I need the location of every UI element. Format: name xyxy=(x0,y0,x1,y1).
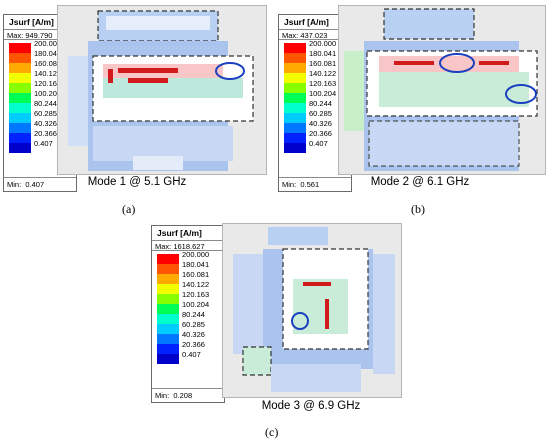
scale-swatch xyxy=(9,73,31,83)
scale-label: 20.366 xyxy=(309,129,332,138)
scale-label: 40.326 xyxy=(34,119,57,128)
scale-swatch xyxy=(157,344,179,354)
scale-swatch xyxy=(284,43,306,53)
scale-swatch xyxy=(157,254,179,264)
scale-label: 20.366 xyxy=(34,129,57,138)
scale-label: 200.000 xyxy=(309,39,337,48)
scale-label: 140.122 xyxy=(34,69,62,78)
scale-label: 60.285 xyxy=(34,109,57,118)
antenna-plot-mode3 xyxy=(233,227,395,392)
scale-swatch xyxy=(157,334,179,344)
antenna-plot-mode2 xyxy=(344,8,538,171)
legend-min: Min: 0.208 xyxy=(152,388,224,402)
legend-mode3: Jsurf [A/m] Max: 1618.627 200.000 180.041… xyxy=(151,225,225,403)
scale-swatch xyxy=(9,103,31,113)
scale-label: 200.000 xyxy=(182,250,210,259)
scale-label: 80.244 xyxy=(34,99,57,108)
legend-min: Min: 0.407 xyxy=(4,177,76,191)
scale-label: 100.204 xyxy=(34,89,62,98)
legend-title: Jsurf [A/m] xyxy=(9,17,54,27)
caption-mode3: Mode 3 @ 6.9 GHz xyxy=(261,400,361,412)
scale-label: 140.122 xyxy=(309,69,337,78)
scale-swatch xyxy=(284,103,306,113)
scale-label: 180.041 xyxy=(34,49,62,58)
scale-swatch xyxy=(9,93,31,103)
figure-label-c: (c) xyxy=(265,425,279,439)
scale-label: 140.122 xyxy=(182,280,210,289)
scale-swatch xyxy=(284,73,306,83)
scale-swatch xyxy=(9,83,31,93)
caption-mode1: Mode 1 @ 5.1 GHz xyxy=(87,176,187,188)
scale-label: 20.366 xyxy=(182,340,205,349)
color-scale xyxy=(9,43,31,173)
scale-label: 40.326 xyxy=(309,119,332,128)
scale-label: 180.041 xyxy=(309,49,337,58)
scale-swatch xyxy=(284,133,306,143)
scale-label: 0.407 xyxy=(182,350,201,359)
scale-label: 0.407 xyxy=(34,139,53,148)
scale-swatch xyxy=(9,113,31,123)
scale-swatch xyxy=(9,133,31,143)
scale-swatch xyxy=(157,324,179,334)
current-distribution-mode2 xyxy=(338,5,546,175)
scale-label: 60.285 xyxy=(309,109,332,118)
scale-swatch xyxy=(9,143,31,153)
legend-max: Max: 1618.627 xyxy=(152,240,224,251)
scale-swatch xyxy=(284,93,306,103)
scale-label: 0.407 xyxy=(309,139,328,148)
scale-label: 200.000 xyxy=(34,39,62,48)
scale-label: 160.081 xyxy=(34,59,62,68)
scale-label: 40.326 xyxy=(182,330,205,339)
scale-swatch xyxy=(284,123,306,133)
scale-swatch xyxy=(284,63,306,73)
scale-swatch xyxy=(9,43,31,53)
legend-max: Max: 437.023 xyxy=(279,29,351,40)
scale-swatch xyxy=(157,354,179,364)
scale-swatch xyxy=(157,304,179,314)
scale-swatch xyxy=(157,284,179,294)
scale-swatch xyxy=(157,274,179,284)
legend-max: Max: 949.790 xyxy=(4,29,76,40)
scale-swatch xyxy=(284,113,306,123)
scale-label: 100.204 xyxy=(182,300,210,309)
scale-labels: 200.000 180.041 160.081 140.122 120.163 100.2… xyxy=(182,250,209,360)
scale-label: 120.163 xyxy=(34,79,62,88)
scale-swatch xyxy=(9,123,31,133)
scale-swatch xyxy=(157,294,179,304)
scale-swatch xyxy=(157,264,179,274)
scale-labels: 200.000 180.041 160.081 140.122 120.163 100.2… xyxy=(34,39,61,149)
caption-mode2: Mode 2 @ 6.1 GHz xyxy=(370,176,470,188)
current-distribution-mode3 xyxy=(222,223,402,398)
scale-label: 80.244 xyxy=(182,310,205,319)
antenna-plot-mode1 xyxy=(68,10,254,171)
scale-label: 60.285 xyxy=(182,320,205,329)
color-scale xyxy=(157,254,179,384)
scale-label: 160.081 xyxy=(182,270,210,279)
scale-label: 120.163 xyxy=(309,79,337,88)
scale-swatch xyxy=(284,53,306,63)
figure-label-a: (a) xyxy=(122,202,136,216)
legend-min: Min: 0.561 xyxy=(279,177,351,191)
scale-labels: 200.000 180.041 160.081 140.122 120.163 100.2… xyxy=(309,39,336,149)
legend-title: Jsurf [A/m] xyxy=(157,228,202,238)
figure-label-b: (b) xyxy=(411,202,425,216)
scale-swatch xyxy=(9,63,31,73)
scale-swatch xyxy=(284,83,306,93)
scale-label: 100.204 xyxy=(309,89,337,98)
color-scale xyxy=(284,43,306,173)
current-distribution-mode1 xyxy=(57,5,267,175)
legend-title: Jsurf [A/m] xyxy=(284,17,329,27)
scale-swatch xyxy=(284,143,306,153)
scale-label: 180.041 xyxy=(182,260,210,269)
scale-label: 80.244 xyxy=(309,99,332,108)
scale-label: 120.163 xyxy=(182,290,210,299)
scale-swatch xyxy=(9,53,31,63)
scale-label: 160.081 xyxy=(309,59,337,68)
scale-swatch xyxy=(157,314,179,324)
